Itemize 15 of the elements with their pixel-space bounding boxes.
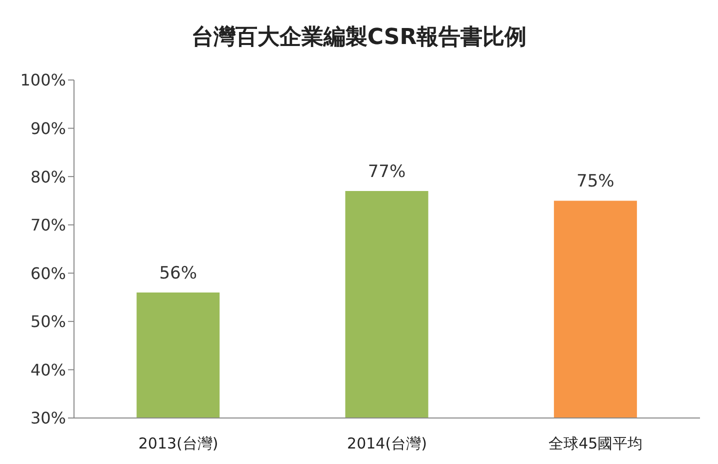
x-tick-label: 全球45國平均 (548, 434, 643, 453)
y-tick-label: 100% (20, 70, 66, 90)
data-label: 56% (159, 263, 197, 284)
y-tick-label: 30% (30, 408, 66, 428)
y-tick-label: 60% (30, 264, 66, 283)
data-label: 77% (368, 162, 406, 182)
chart-title: 台灣百大企業編製CSR報告書比例 (190, 24, 528, 52)
y-tick-label: 70% (30, 216, 66, 235)
x-tick-label: 2014(台灣) (347, 434, 427, 453)
y-tick-label: 90% (30, 118, 66, 138)
y-tick-label: 80% (30, 167, 66, 186)
y-tick-label: 50% (30, 312, 66, 332)
x-tick-label: 2013(台灣) (138, 434, 218, 453)
data-label: 75% (576, 172, 614, 192)
y-tick-label: 40% (30, 360, 66, 380)
